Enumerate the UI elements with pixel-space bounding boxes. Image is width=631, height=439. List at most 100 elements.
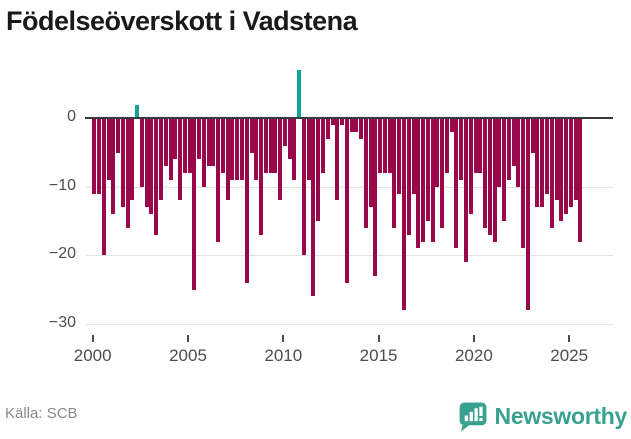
footer: Källa: SCB Newsworthy xyxy=(0,395,631,439)
bar-2021Q3 xyxy=(502,118,507,222)
bar-2006Q4 xyxy=(220,118,225,174)
birth-surplus-chart: Födelseöverskott i Vadstena 0 −10 −20 −30 2… xyxy=(0,6,613,376)
x-tick-2010 xyxy=(282,335,285,342)
bar-2017Q2 xyxy=(421,118,426,242)
bar-2016Q1 xyxy=(397,118,402,194)
bar-2005Q1 xyxy=(187,118,192,174)
bar-2020Q3 xyxy=(483,118,488,228)
bar-2005Q2 xyxy=(192,118,197,290)
x-tick-label-2000: 2000 xyxy=(73,346,112,365)
bar-2017Q4 xyxy=(430,118,435,242)
bar-2023Q3 xyxy=(540,118,545,208)
bar-2002Q4 xyxy=(144,118,149,208)
bar-2012Q2 xyxy=(325,118,330,139)
bar-2021Q4 xyxy=(506,118,511,180)
bar-2015Q1 xyxy=(378,118,383,174)
bar-2009Q3 xyxy=(273,118,278,174)
bar-2020Q1 xyxy=(473,118,478,174)
bar-2014Q3 xyxy=(368,118,373,208)
bar-2003Q1 xyxy=(149,118,154,215)
bar-2012Q4 xyxy=(335,118,340,201)
bar-2002Q3 xyxy=(139,118,144,187)
bar-2010Q3 xyxy=(292,118,297,180)
bar-2024Q4 xyxy=(564,118,569,215)
bar-2001Q1 xyxy=(111,118,116,215)
bar-2000Q3 xyxy=(101,118,106,256)
bar-2019Q3 xyxy=(463,118,468,263)
bar-2006Q3 xyxy=(216,118,221,242)
bar-2005Q3 xyxy=(197,118,202,160)
plot-area xyxy=(85,60,613,330)
bar-2022Q2 xyxy=(516,118,521,187)
bar-2000Q2 xyxy=(97,118,102,194)
x-tick-2025 xyxy=(568,335,571,342)
bar-2021Q1 xyxy=(492,118,497,242)
bar-2006Q2 xyxy=(211,118,216,167)
zero-axis-line xyxy=(85,117,613,120)
bar-2003Q4 xyxy=(163,118,168,167)
bar-2021Q2 xyxy=(497,118,502,187)
gridline-−10 xyxy=(85,186,613,188)
newsworthy-logo[interactable]: Newsworthy xyxy=(457,397,627,435)
bar-2013Q4 xyxy=(354,118,359,132)
bar-2018Q3 xyxy=(444,118,449,174)
x-tick-2000 xyxy=(91,335,94,342)
bar-2016Q4 xyxy=(411,118,416,194)
bar-2023Q1 xyxy=(530,118,535,153)
newsworthy-logo-text: Newsworthy xyxy=(494,402,628,429)
bar-2020Q4 xyxy=(487,118,492,235)
bar-2014Q1 xyxy=(359,118,364,139)
bar-2004Q4 xyxy=(182,118,187,174)
x-axis: 2000 2005 2010 2015 2020 2025 xyxy=(74,330,613,376)
bar-2010Q1 xyxy=(282,118,287,146)
bar-2013Q1 xyxy=(340,118,345,126)
bar-2017Q3 xyxy=(425,118,430,222)
bar-2003Q3 xyxy=(159,118,163,201)
bar-2001Q3 xyxy=(120,118,125,208)
bar-2007Q3 xyxy=(235,118,240,180)
bar-2008Q3 xyxy=(254,118,259,180)
bar-2011Q4 xyxy=(316,118,321,222)
bar-2022Q1 xyxy=(511,118,516,167)
x-tick-label-2015: 2015 xyxy=(359,346,398,365)
bar-2003Q2 xyxy=(154,118,159,235)
bar-2022Q3 xyxy=(521,118,526,249)
bar-2023Q2 xyxy=(535,118,540,208)
bar-2008Q2 xyxy=(249,118,254,153)
bar-2010Q2 xyxy=(287,118,292,160)
bar-2008Q4 xyxy=(259,118,264,235)
bar-2010Q4 xyxy=(297,70,302,119)
bar-2013Q2 xyxy=(344,118,349,283)
bar-2023Q4 xyxy=(544,118,549,194)
y-tick-label-−30: −30 xyxy=(48,313,76,331)
bar-2014Q4 xyxy=(373,118,378,276)
bar-2024Q3 xyxy=(559,118,564,222)
bar-2012Q1 xyxy=(321,118,326,174)
bar-2001Q4 xyxy=(125,118,130,228)
bar-2025Q1 xyxy=(568,118,573,208)
bar-2016Q3 xyxy=(406,118,411,235)
bar-2005Q4 xyxy=(201,118,206,187)
y-tick-label-−10: −10 xyxy=(48,176,76,194)
bar-2017Q1 xyxy=(416,118,421,249)
bar-2013Q3 xyxy=(349,118,354,132)
bar-2009Q2 xyxy=(268,118,273,174)
source-label: Källa: SCB xyxy=(5,405,78,422)
bar-2015Q4 xyxy=(392,118,397,228)
bar-2011Q2 xyxy=(306,118,311,180)
bar-2004Q1 xyxy=(168,118,173,180)
bar-2019Q1 xyxy=(454,118,459,249)
bar-2007Q2 xyxy=(230,118,235,180)
bar-2018Q2 xyxy=(440,118,445,228)
bar-2018Q1 xyxy=(435,118,440,187)
bar-2025Q3 xyxy=(578,118,583,242)
bar-2002Q1 xyxy=(130,118,135,201)
y-axis-labels: 0 −10 −20 −30 xyxy=(0,60,76,331)
bar-2019Q4 xyxy=(468,118,473,215)
bar-2011Q3 xyxy=(311,118,316,297)
bar-2002Q2 xyxy=(135,104,140,119)
y-tick-label-−20: −20 xyxy=(48,245,76,263)
gridline-−20 xyxy=(85,255,613,257)
gridline-−30 xyxy=(85,323,613,325)
bar-2000Q1 xyxy=(92,118,97,194)
